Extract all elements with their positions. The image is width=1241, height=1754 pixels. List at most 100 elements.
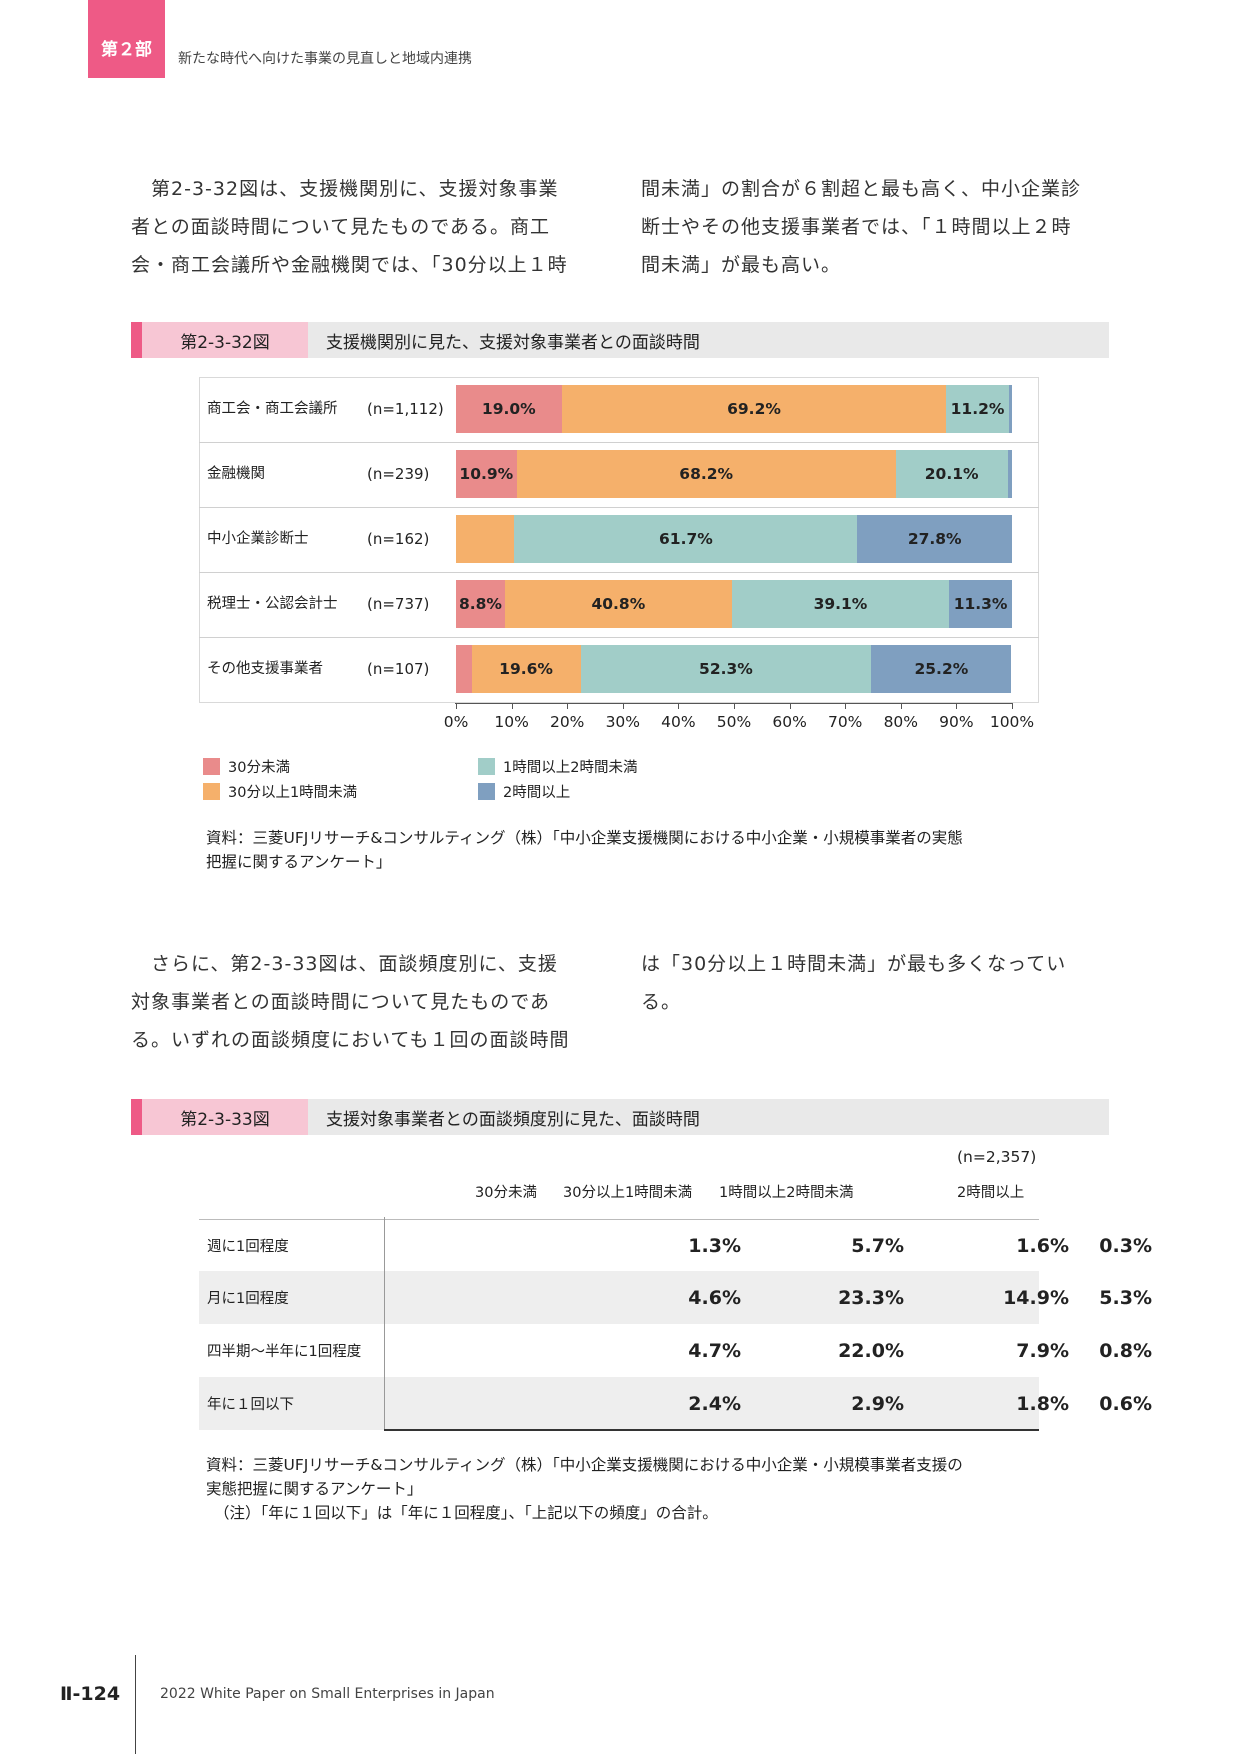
category-n-label: (n=1,112) (367, 400, 444, 418)
data-label: 25.2% (914, 660, 969, 678)
data-label: 19.6% (499, 660, 553, 678)
source-note-1: 資料：三菱UFJリサーチ&コンサルティング（株）「中小企業支援機関における中小企… (206, 829, 963, 871)
footer-text: 2022 White Paper on Small Enterprises in… (160, 1686, 495, 1702)
bar-segment: 11.2% (946, 385, 1009, 433)
data-label: 11.3% (953, 595, 1008, 613)
figure-title: 支援対象事業者との面談頻度別に見た、面談時間 (326, 1109, 700, 1130)
table-cell: 4.7% (688, 1339, 741, 1362)
bar-segment: 39.1% (731, 580, 950, 628)
data-label: 19.0% (481, 400, 536, 418)
para1-left: 第2-3-32図は、支援機関別に、支援対象事業 者との面談時間について見たものであ… (131, 178, 568, 276)
bar-segment: 20.1% (895, 450, 1008, 498)
table-col-header: 2時間以上 (957, 1185, 1025, 1201)
bar-segment: 69.2% (561, 385, 947, 433)
x-tick (956, 703, 958, 709)
para1-right: 間未満」の割合が６割超と最も高く、中小企業診 断士やその他支援事業者では、「１時間… (641, 178, 1082, 276)
data-label: 20.1% (924, 465, 979, 483)
data-label: 39.1% (813, 595, 868, 613)
bar-segment (1008, 385, 1012, 433)
x-tick (511, 703, 513, 709)
table-cell: 7.9% (1016, 1339, 1069, 1362)
figure-number: 第2-3-32図 (142, 322, 308, 358)
data-label: 8.8% (458, 595, 502, 613)
category-label: 税理士・公認会計士 (207, 596, 338, 612)
table-col-header: 30分以上1時間未満 (563, 1185, 693, 1201)
category-n-label: (n=107) (367, 660, 430, 678)
bar-segment (456, 645, 472, 693)
stacked-bar-chart: 商工会・商工会議所 (n=1,112) 19.0% 69.2% 11.2% 金融機関 (n=… (199, 377, 1039, 737)
bar-segment: 27.8% (857, 515, 1012, 563)
bar-segment: 68.2% (516, 450, 896, 498)
figure-title: 支援機関別に見た、支援対象事業者との面談時間 (326, 332, 700, 353)
x-tick-label: 70% (827, 713, 863, 731)
table-cell: 0.8% (1099, 1339, 1152, 1362)
table-cell: 1.3% (688, 1234, 741, 1257)
table-row: 四半期～半年に1回程度 4.7% 22.0% 7.9% 0.8% (199, 1324, 1152, 1377)
category-label: 中小企業診断士 (207, 531, 309, 547)
bar-segment: 19.6% (471, 645, 581, 693)
x-tick (456, 703, 457, 709)
table-cell: 23.3% (838, 1286, 904, 1309)
table-row: 月に1回程度 4.6% 23.3% 14.9% 5.3% (199, 1271, 1152, 1324)
table-cell: 2.9% (851, 1392, 904, 1415)
table-cell: 0.6% (1099, 1392, 1152, 1415)
bar-segment (1007, 450, 1012, 498)
x-tick-label: 20% (549, 713, 585, 731)
data-label: 69.2% (727, 400, 781, 418)
header-title: 新たな時代へ向けた事業の見直しと地域内連携 (178, 51, 472, 67)
table-cell: 5.7% (851, 1234, 904, 1257)
bar-segment: 8.8% (456, 580, 505, 628)
figure-1-header: 第2-3-32図 支援機関別に見た、支援対象事業者との面談時間 (131, 322, 1109, 358)
source-note-2: 資料：三菱UFJリサーチ&コンサルティング（株）「中小企業支援機関における中小企… (206, 1456, 963, 1522)
x-tick-label: 40% (661, 713, 696, 731)
table-cell: 22.0% (838, 1339, 904, 1362)
x-tick (845, 703, 847, 709)
data-label: 27.8% (907, 530, 962, 548)
x-tick-label: 100% (989, 713, 1035, 731)
figure-number: 第2-3-33図 (142, 1099, 308, 1135)
x-tick-label: 0% (443, 713, 469, 731)
row-label: 週に1回程度 (207, 1239, 289, 1255)
table-col-header: 1時間以上2時間未満 (719, 1185, 854, 1201)
table-cell: 2.4% (688, 1392, 741, 1415)
table-n-note: (n=2,357) (957, 1148, 1037, 1166)
bar-segment: 52.3% (580, 645, 872, 693)
data-label: 61.7% (659, 530, 713, 548)
category-n-label: (n=737) (367, 595, 430, 613)
x-axis (455, 703, 1012, 704)
x-tick-label: 50% (716, 713, 752, 731)
legend-item-30min-1h: 30分以上1時間未満 (203, 781, 357, 802)
legend-item-over-2h: 2時間以上 (478, 781, 570, 802)
part-tab: 第２部 (88, 0, 165, 78)
bar-segment: 40.8% (504, 580, 732, 628)
x-tick (1012, 703, 1013, 709)
page-number: Ⅱ-124 (60, 1683, 121, 1705)
x-tick-label: 90% (939, 713, 974, 731)
category-label: 商工会・商工会議所 (207, 401, 338, 417)
data-label: 68.2% (679, 465, 734, 483)
bar-segment: 61.7% (514, 515, 858, 563)
table-col-header: 30分未満 (475, 1185, 537, 1201)
bar-segment: 10.9% (456, 450, 517, 498)
bar-segment: 25.2% (871, 645, 1012, 693)
x-tick-label: 30% (605, 713, 641, 731)
para2-right: は「30分以上１時間未満」が最も多くなってい る。 (641, 953, 1067, 1013)
category-n-label: (n=162) (367, 530, 430, 548)
bar-segment: 11.3% (949, 580, 1012, 628)
x-tick (789, 703, 791, 709)
x-tick (567, 703, 569, 709)
row-label: 年に１回以下 (207, 1397, 294, 1413)
legend-item-1h-2h: 1時間以上2時間未満 (478, 756, 637, 777)
row-label: 月に1回程度 (207, 1291, 289, 1307)
x-tick-label: 10% (494, 713, 529, 731)
bar-segment (456, 515, 515, 563)
table-cell: 14.9% (1003, 1286, 1069, 1309)
data-label: 52.3% (699, 660, 753, 678)
x-tick-label: 80% (883, 713, 919, 731)
legend-item-under-30min: 30分未満 (203, 756, 290, 777)
table-row: 年に１回以下 2.4% 2.9% 1.8% 0.6% (199, 1377, 1152, 1430)
category-label: その他支援事業者 (207, 661, 323, 677)
bar-segment: 19.0% (456, 385, 562, 433)
data-label: 11.2% (950, 400, 1005, 418)
para2-left: さらに、第2-3-33図は、面談頻度別に、支援 対象事業者との面談時間について見た… (131, 953, 570, 1051)
